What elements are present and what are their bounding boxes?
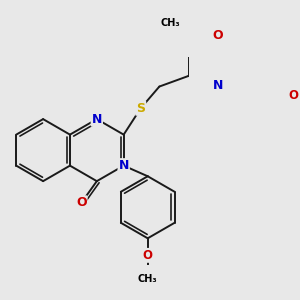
Text: N: N [92, 112, 102, 126]
Text: N: N [213, 79, 223, 92]
Text: O: O [288, 88, 298, 102]
Text: CH₃: CH₃ [160, 18, 180, 28]
Text: O: O [76, 196, 87, 209]
Text: N: N [118, 159, 129, 172]
Text: S: S [136, 102, 145, 115]
Text: CH₃: CH₃ [138, 274, 158, 284]
Text: O: O [143, 249, 153, 262]
Text: O: O [213, 29, 223, 42]
